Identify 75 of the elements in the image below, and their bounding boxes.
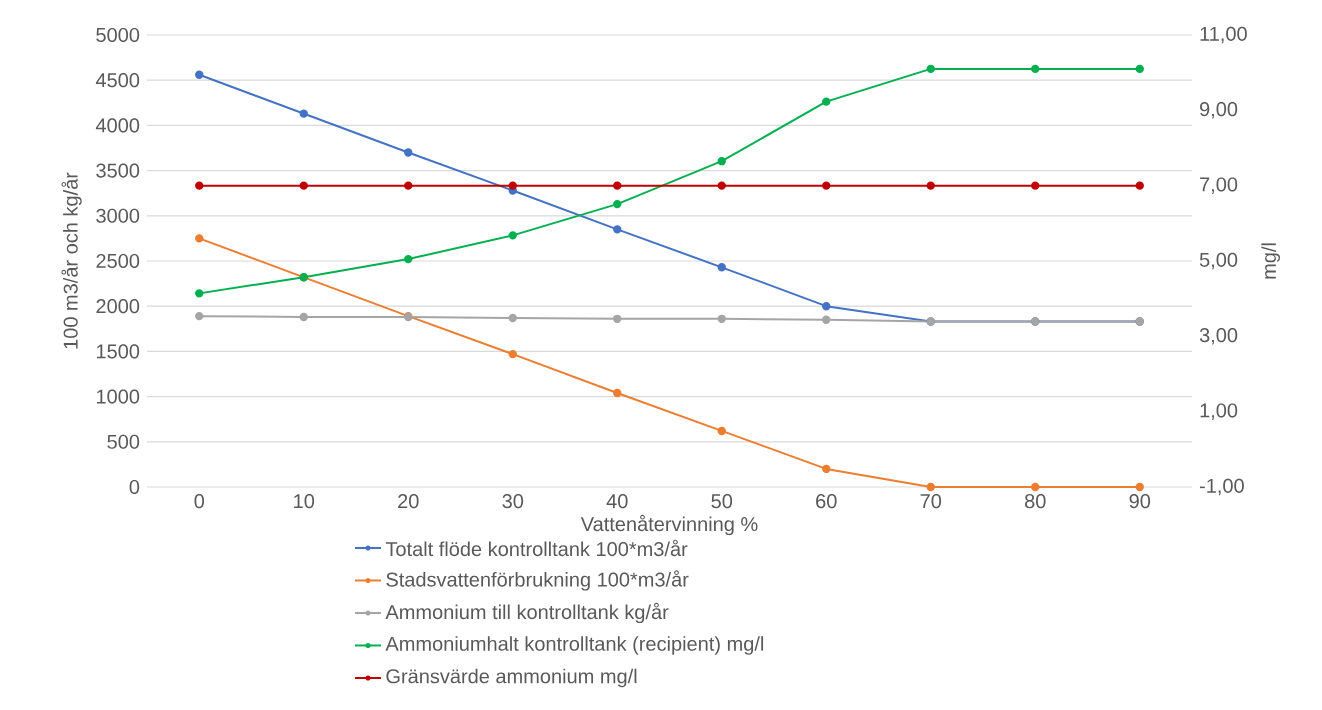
x-tick-label: 50 bbox=[711, 494, 733, 509]
point bbox=[613, 388, 622, 398]
point bbox=[822, 97, 831, 106]
point bbox=[404, 181, 413, 190]
y-axis-title: 100 m3/år och kg/år bbox=[61, 172, 82, 349]
point bbox=[1135, 64, 1144, 74]
legend-label: Ammonium till kontrolltank kg/år bbox=[385, 602, 669, 624]
point bbox=[822, 181, 831, 190]
y-tick-label: 2000 bbox=[96, 299, 140, 314]
x-tick-label: 30 bbox=[502, 494, 524, 509]
point bbox=[195, 311, 204, 321]
y-tick-label: 2500 bbox=[96, 253, 140, 269]
point bbox=[613, 181, 622, 190]
y-tick-label: 0 bbox=[129, 479, 140, 495]
point bbox=[1031, 64, 1040, 74]
y2-tick-label: 3,00 bbox=[1199, 328, 1238, 345]
point bbox=[822, 464, 831, 474]
point bbox=[717, 181, 726, 190]
point bbox=[822, 315, 831, 324]
point bbox=[404, 148, 413, 157]
x-tick-label: 70 bbox=[920, 494, 942, 509]
point bbox=[926, 482, 935, 492]
point bbox=[926, 64, 935, 74]
y-tick-label: 500 bbox=[107, 434, 140, 449]
legend-label: Totalt flöde kontrolltank 100*m3/år bbox=[385, 539, 688, 557]
point bbox=[613, 225, 622, 234]
point bbox=[717, 156, 726, 166]
x-tick-label: 90 bbox=[1129, 494, 1151, 509]
point bbox=[195, 289, 204, 298]
y2-tick-label: 1,00 bbox=[1200, 403, 1238, 420]
y-tick-label: 1500 bbox=[96, 344, 140, 359]
point bbox=[508, 181, 517, 190]
x-tick-label: 40 bbox=[606, 494, 628, 509]
y-tick-label: 3000 bbox=[96, 208, 140, 223]
point bbox=[717, 314, 726, 324]
x-axis-title: Vattenåtervinning % bbox=[580, 514, 758, 536]
point bbox=[195, 181, 204, 190]
point bbox=[613, 199, 622, 209]
point bbox=[299, 181, 308, 190]
point bbox=[1135, 482, 1144, 492]
y2-tick-label: 9,00 bbox=[1200, 102, 1238, 119]
point bbox=[717, 263, 726, 272]
y-tick-label: 4000 bbox=[95, 118, 140, 133]
point bbox=[1031, 181, 1040, 190]
y2-tick-label: 7,00 bbox=[1200, 177, 1238, 194]
legend-label: Stadsvattenförbrukning 100*m3/år bbox=[386, 570, 689, 591]
point bbox=[299, 109, 308, 118]
legend-label: Gränsvärde ammonium mg/l bbox=[386, 668, 637, 688]
point bbox=[1135, 181, 1144, 190]
point bbox=[404, 254, 413, 264]
y2-axis-title: mg/l bbox=[1261, 243, 1280, 279]
y2-tick-label: 5,00 bbox=[1199, 252, 1238, 270]
point bbox=[1031, 482, 1040, 492]
y2-tick-label: -1,00 bbox=[1199, 478, 1244, 496]
y-tick-label: 3500 bbox=[96, 163, 140, 178]
point bbox=[508, 313, 517, 323]
x-tick-label: 0 bbox=[194, 494, 205, 509]
y2-tick-label: 11,00 bbox=[1200, 26, 1247, 44]
y-tick-label: 4500 bbox=[95, 73, 140, 88]
y-tick-label: 5000 bbox=[96, 27, 140, 43]
point bbox=[613, 314, 622, 324]
legend-label: Ammoniumhalt kontrolltank (recipient) mg/l bbox=[385, 636, 764, 655]
point bbox=[926, 181, 935, 190]
x-tick-label: 10 bbox=[294, 494, 315, 509]
x-tick-label: 80 bbox=[1025, 494, 1046, 509]
point bbox=[717, 426, 726, 436]
y-tick-label: 1000 bbox=[96, 389, 140, 404]
x-tick-label: 60 bbox=[816, 494, 837, 509]
point bbox=[195, 234, 204, 243]
point bbox=[508, 231, 517, 240]
point bbox=[299, 312, 308, 322]
x-tick-label: 20 bbox=[398, 494, 419, 509]
point bbox=[508, 349, 517, 359]
point bbox=[195, 70, 204, 79]
point bbox=[822, 301, 831, 311]
